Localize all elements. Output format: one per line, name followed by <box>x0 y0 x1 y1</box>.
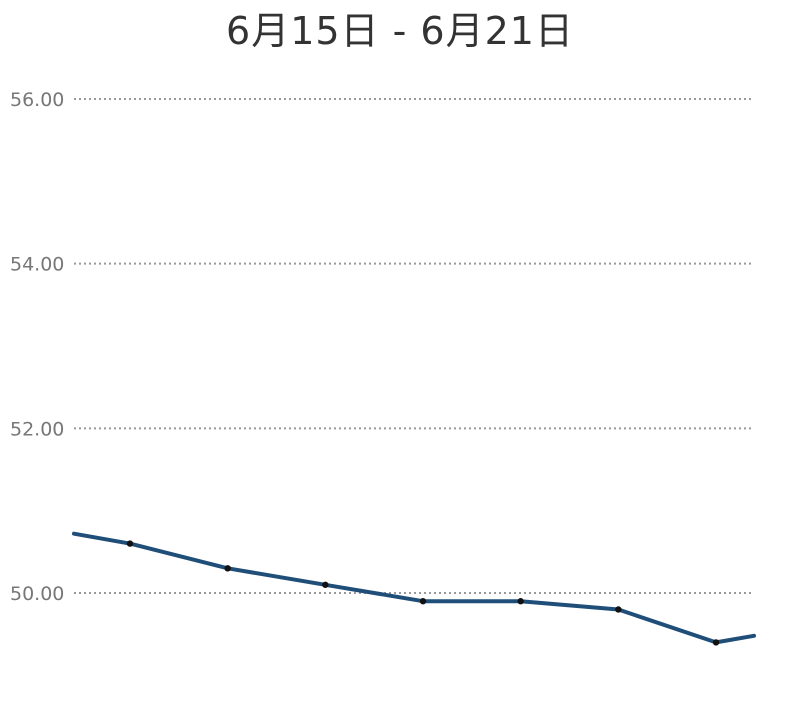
data-point[interactable] <box>712 639 720 646</box>
series-line-0 <box>72 531 756 645</box>
data-point[interactable] <box>322 581 329 588</box>
series-line-layer <box>72 531 756 645</box>
chart-title: 6月15日 - 6月21日 <box>226 9 574 53</box>
data-point[interactable] <box>419 598 427 605</box>
data-point[interactable] <box>224 565 231 572</box>
y-tick-label: 54.00 <box>10 254 64 276</box>
data-point[interactable] <box>615 606 622 613</box>
y-tick-label: 56.00 <box>10 89 64 111</box>
data-points <box>126 540 720 646</box>
y-axis-tick-labels: 50.00 52.00 54.00 56.00 <box>10 89 64 605</box>
y-tick-label: 50.00 <box>10 583 64 605</box>
data-point[interactable] <box>126 540 134 547</box>
data-point[interactable] <box>517 598 524 605</box>
gridlines <box>74 98 754 594</box>
y-tick-label: 52.00 <box>10 418 64 440</box>
